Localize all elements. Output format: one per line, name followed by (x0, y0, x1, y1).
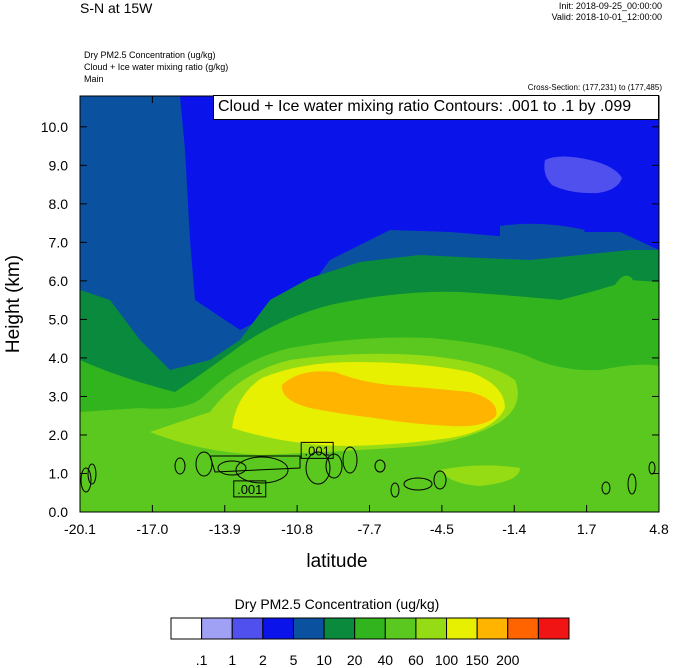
colorbar: .1 1 2 5 10 20 40 60 100 150 200 (170, 617, 570, 668)
y-tick-label: 5.0 (49, 311, 69, 327)
y-tick-label: 7.0 (49, 234, 69, 250)
y-tick-label: 9.0 (49, 157, 69, 173)
colorbar-swatch (201, 617, 233, 640)
contour-annotation: .001 (237, 482, 262, 497)
colorbar-level-label: 20 (347, 652, 363, 668)
contour-annotation: .001 (305, 443, 330, 458)
colorbar-swatch (537, 617, 570, 640)
y-tick-label: 2.0 (49, 427, 69, 443)
contour-annotation-box (233, 480, 267, 498)
colorbar-swatch (354, 617, 386, 640)
colorbar-level-label: 5 (290, 652, 298, 668)
colorbar-swatch (476, 617, 509, 640)
colorbar-swatch (446, 617, 478, 640)
colorbar-swatch (507, 617, 539, 640)
filled-contours (80, 96, 659, 512)
colorbar-level-label: 10 (316, 652, 332, 668)
y-tick-label: 1.0 (49, 465, 69, 481)
y-tick-label: 4.0 (49, 350, 69, 366)
y-tick-label: 8.0 (49, 196, 69, 212)
x-tick-label: 4.8 (649, 521, 669, 537)
x-tick-label: 1.7 (577, 521, 597, 537)
y-tick-label: 6.0 (49, 273, 69, 289)
colorbar-level-label: 2 (259, 652, 267, 668)
colorbar-swatch (170, 617, 203, 640)
colorbar-swatch (231, 617, 264, 640)
field-label-main: Main (84, 74, 104, 84)
colorbar-level-label: 200 (496, 652, 520, 668)
contour-info-label: Cloud + Ice water mixing ratio Contours:… (218, 98, 632, 115)
y-axis-label: Height (km) (3, 254, 24, 354)
field-label-cloud: Cloud + Ice water mixing ratio (g/kg) (84, 62, 229, 72)
colorbar-level-label: 100 (435, 652, 459, 668)
y-tick-label: 3.0 (49, 388, 69, 404)
valid-time: Valid: 2018-10-01_12:00:00 (551, 12, 662, 22)
colorbar-swatch (262, 617, 294, 640)
y-tick-label: 10.0 (41, 119, 68, 135)
contour-info-box (213, 95, 659, 120)
plot-title: S-N at 15W (80, 0, 153, 16)
field-label-pm25: Dry PM2.5 Concentration (ug/kg) (84, 50, 216, 60)
x-tick-label: -17.0 (136, 521, 168, 537)
y-axis: 0.0 1.0 2.0 3.0 4.0 5.0 6.0 7.0 8.0 9.0 10.0 (41, 119, 659, 520)
x-tick-label: -10.8 (281, 521, 313, 537)
colorbar-level-label: 60 (408, 652, 424, 668)
y-tick-label: 0.0 (49, 504, 69, 520)
colorbar-title: Dry PM2.5 Concentration (ug/kg) (234, 596, 440, 612)
cross-section-label: Cross-Section: (177,231) to (177,485) (527, 83, 662, 92)
colorbar-level-label: 40 (378, 652, 394, 668)
colorbar-swatch (292, 617, 325, 640)
x-tick-label: -1.4 (502, 521, 526, 537)
x-axis: -20.1 -17.0 -13.9 -10.8 -7.7 -4.5 -1.4 1.7 4.8 (64, 96, 669, 537)
x-axis-label: latitude (306, 551, 368, 572)
contour-annotation-box (300, 441, 334, 459)
colorbar-swatch (323, 617, 356, 640)
x-tick-label: -13.9 (209, 521, 241, 537)
x-tick-label: -4.5 (430, 521, 454, 537)
x-tick-label: -20.1 (64, 521, 96, 537)
colorbar-swatch (415, 617, 448, 640)
colorbar-level-label: 1 (228, 652, 236, 668)
init-time: Init: 2018-09-25_00:00:00 (558, 1, 662, 11)
cloud-contours (80, 446, 656, 498)
x-tick-label: -7.7 (357, 521, 381, 537)
colorbar-swatch (384, 617, 417, 640)
colorbar-level-label: 150 (465, 652, 489, 668)
colorbar-level-label: .1 (196, 652, 208, 668)
